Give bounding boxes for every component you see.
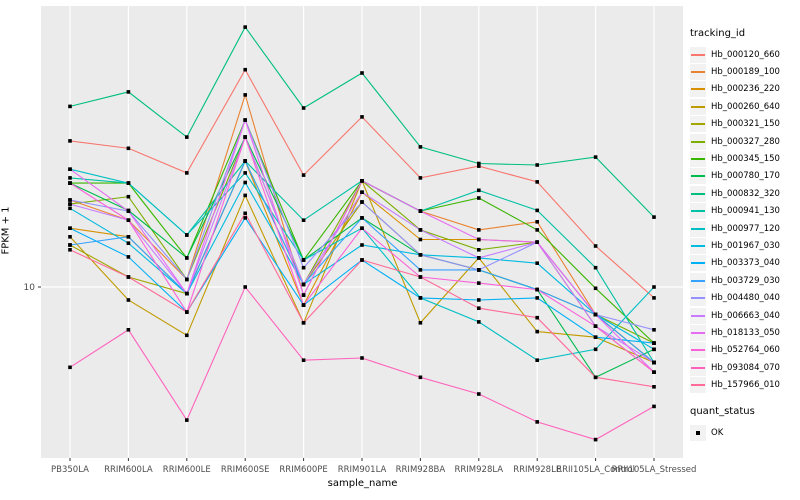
legend-key-swatch <box>690 342 706 359</box>
legend-key-swatch <box>690 359 706 376</box>
legend-color-items: Hb_000120_660 Hb_000189_100 Hb_000236_220 H… <box>690 46 800 394</box>
legend-item-Hb_000832_320: Hb_000832_320 <box>690 185 800 202</box>
legend-label: Hb_006663_040 <box>711 310 780 321</box>
x-tick-label-4: RRIM600PE <box>279 465 327 475</box>
legend-label: Hb_052764_060 <box>711 345 780 356</box>
legend-label: Hb_000345_150 <box>711 154 780 165</box>
legend-key-swatch <box>690 116 706 133</box>
x-tick-label-1: RRIM600LA <box>104 465 153 475</box>
legend-label: OK <box>711 427 724 438</box>
legend-label: Hb_000327_280 <box>711 136 780 147</box>
x-tick-label-3: RRIM600SE <box>221 465 270 475</box>
legend-label: Hb_000977_120 <box>711 223 780 234</box>
legend-key-swatch <box>690 237 706 254</box>
legend-item-Hb_003729_030: Hb_003729_030 <box>690 272 800 289</box>
x-tick-label-5: RRIM901LA <box>338 465 387 475</box>
x-axis-title: sample_name <box>327 478 398 489</box>
legend-label: Hb_000941_130 <box>711 206 780 217</box>
legend-label: Hb_018133_050 <box>711 327 780 338</box>
legend-title-quant-status: quant_status <box>690 405 755 417</box>
legend-key-swatch <box>690 64 706 81</box>
legend-key-swatch <box>690 203 706 220</box>
legend-shape-items: OK <box>690 424 800 441</box>
legend-key-swatch <box>690 290 706 307</box>
legend-label: Hb_000236_220 <box>711 84 780 95</box>
legend-item-Hb_093084_070: Hb_093084_070 <box>690 359 800 376</box>
legend-item-Hb_000977_120: Hb_000977_120 <box>690 220 800 237</box>
legend-key-swatch <box>690 81 706 98</box>
legend-label: Hb_000832_320 <box>711 188 780 199</box>
x-tick-label-7: RRIM928LA <box>454 465 503 475</box>
x-tick-label-10: RRII105LA_Stressed <box>612 465 697 475</box>
axis-ticks: PB350LA RRIM600LA RRIM600LE RRIM600SE RRIM60… <box>24 283 697 475</box>
legend-item-Hb_000189_100: Hb_000189_100 <box>690 63 800 81</box>
gridlines <box>41 6 683 458</box>
legend-item-quant-OK: OK <box>690 424 800 441</box>
legend-label: Hb_000120_660 <box>711 49 780 60</box>
legend-key-swatch <box>690 377 706 394</box>
legend-item-Hb_000321_150: Hb_000321_150 <box>690 116 800 133</box>
legend-item-Hb_000260_640: Hb_000260_640 <box>690 98 800 115</box>
legend-item-Hb_000236_220: Hb_000236_220 <box>690 81 800 98</box>
legend-label: Hb_157966_010 <box>711 380 780 391</box>
legend-item-Hb_000120_660: Hb_000120_660 <box>690 46 800 63</box>
legend-key-swatch <box>690 272 706 289</box>
legend-label: Hb_003729_030 <box>711 275 780 286</box>
legend-key-swatch <box>690 98 706 115</box>
legend: tracking_id Hb_000120_660 Hb_000189_100 Hb… <box>690 28 800 441</box>
legend-label: Hb_000321_150 <box>711 119 780 130</box>
legend-item-Hb_003373_040: Hb_003373_040 <box>690 255 800 272</box>
legend-key-swatch <box>690 46 706 63</box>
legend-label: Hb_000780_170 <box>711 171 780 182</box>
x-tick-label-6: RRIM928BA <box>396 465 446 475</box>
legend-title-tracking-id: tracking_id <box>690 28 746 39</box>
x-tick-label-0: PB350LA <box>51 465 89 475</box>
legend-key-swatch <box>690 168 706 185</box>
legend-item-Hb_000780_170: Hb_000780_170 <box>690 168 800 185</box>
legend-item-Hb_004480_040: Hb_004480_040 <box>690 289 800 307</box>
legend-item-Hb_157966_010: Hb_157966_010 <box>690 376 800 394</box>
x-tick-label-8: RRIM928LE <box>513 465 561 475</box>
legend-label: Hb_004480_040 <box>711 293 780 304</box>
legend-key-swatch <box>690 185 706 202</box>
legend-item-Hb_018133_050: Hb_018133_050 <box>690 324 800 341</box>
legend-key-swatch <box>690 255 706 272</box>
legend-label: Hb_093084_070 <box>711 362 780 373</box>
legend-item-Hb_006663_040: Hb_006663_040 <box>690 307 800 324</box>
legend-label: Hb_000189_100 <box>711 67 780 78</box>
legend-key-point <box>690 424 706 441</box>
legend-item-Hb_000345_150: Hb_000345_150 <box>690 150 800 168</box>
legend-item-Hb_001967_030: Hb_001967_030 <box>690 237 800 254</box>
y-tick-label: 10 <box>24 283 36 293</box>
legend-label: Hb_000260_640 <box>711 101 780 112</box>
legend-key-swatch <box>690 307 706 324</box>
data-points <box>68 25 656 442</box>
legend-item-Hb_052764_060: Hb_052764_060 <box>690 342 800 359</box>
x-tick-label-2: RRIM600LE <box>163 465 211 475</box>
legend-key-swatch <box>690 220 706 237</box>
legend-item-Hb_000327_280: Hb_000327_280 <box>690 133 800 150</box>
legend-label: Hb_003373_040 <box>711 258 780 269</box>
legend-key-swatch <box>690 151 706 168</box>
legend-key-swatch <box>690 324 706 341</box>
legend-key-swatch <box>690 133 706 150</box>
x-tick-label-9: RRII105LA_Control <box>556 465 635 475</box>
legend-item-Hb_000941_130: Hb_000941_130 <box>690 203 800 220</box>
legend-label: Hb_001967_030 <box>711 240 780 251</box>
